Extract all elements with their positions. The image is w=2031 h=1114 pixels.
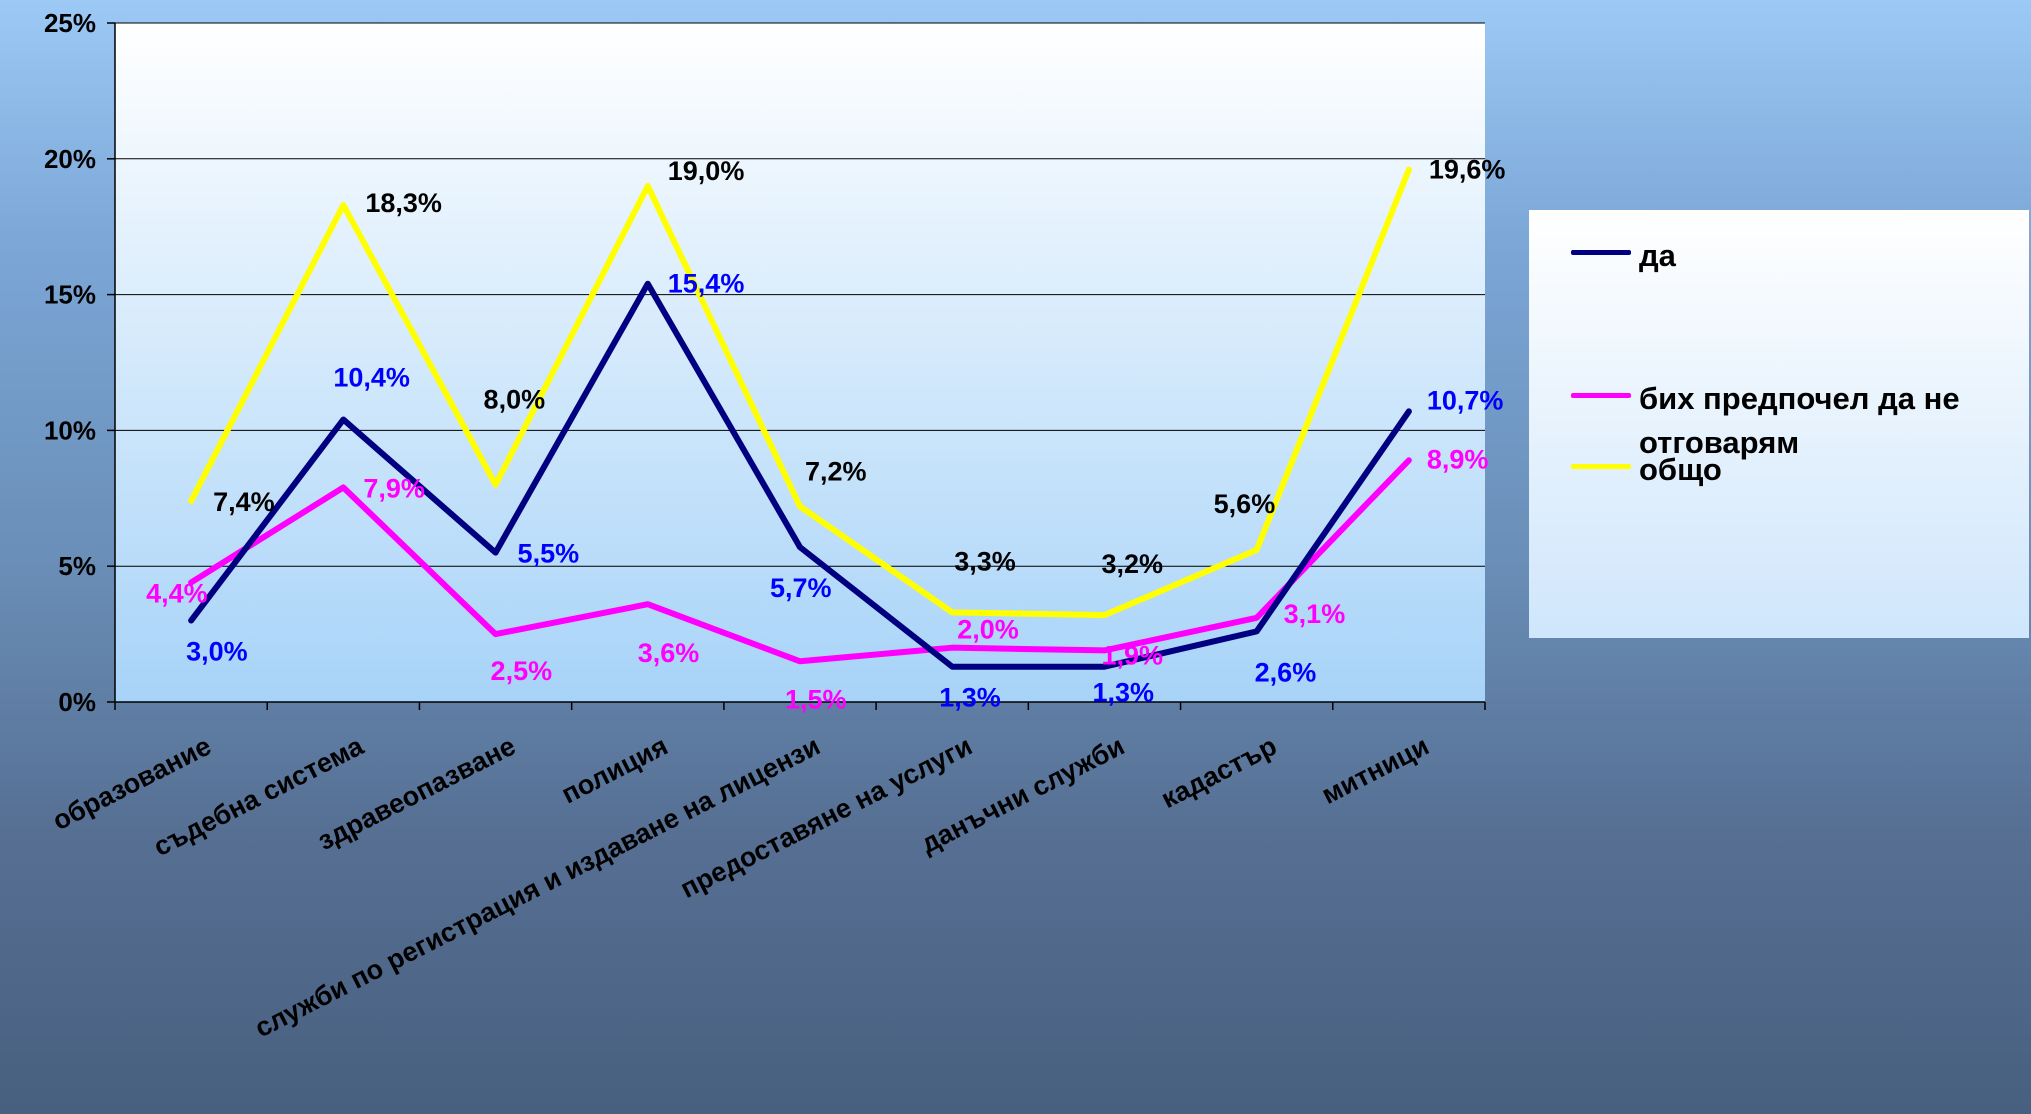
data-label: 10,7% [1427,385,1504,415]
data-label: 1,9% [1101,640,1163,670]
data-label: 7,9% [363,473,425,503]
data-label: 3,6% [638,638,700,668]
data-label: 5,6% [1214,489,1276,519]
data-label: 2,5% [491,656,553,686]
data-label: 1,5% [785,684,847,714]
legend-label-yes: да [1639,238,1676,273]
series-line [188,166,1412,619]
data-label: 5,5% [518,539,580,569]
y-tick-label: 25% [44,8,96,38]
y-tick-label: 20% [44,144,96,174]
series-line [188,280,1412,670]
data-label: 18,3% [365,188,442,218]
legend-item-prefer-not: бих предпочел да не отговарям [1571,377,2019,465]
data-label: 7,2% [805,456,867,486]
data-label: 15,4% [668,269,745,299]
x-tick-label: предоставяне на услуги [676,731,977,904]
y-tick-label: 15% [44,280,96,310]
data-label: 2,6% [1255,657,1317,687]
y-tick-label: 10% [44,415,96,445]
data-label: 3,1% [1284,599,1346,629]
data-label: 7,4% [213,487,275,517]
series-lines [188,166,1412,670]
legend-swatch-yes [1571,250,1631,255]
data-label: 3,0% [186,637,248,667]
legend-label-prefer-not: бих предпочел да не отговарям [1639,381,1960,460]
data-label: 1,3% [939,683,1001,713]
y-tick-label: 5% [58,551,96,581]
data-label: 5,7% [770,573,832,603]
data-label: 1,3% [1092,678,1154,708]
legend-label-total: общо [1639,452,1722,487]
x-tick-label: служби по регистрация и издаване на лице… [250,731,825,1044]
data-label: 19,6% [1429,155,1506,185]
legend-swatch-prefer-not [1571,393,1631,398]
data-label: 8,0% [484,385,546,415]
data-label: 3,2% [1101,549,1163,579]
chart-legend: общо да бих предпочел да не отговарям [1529,210,2029,638]
data-label: 3,3% [954,546,1016,576]
x-tick-label: кадастър [1156,731,1281,815]
data-label: 10,4% [333,363,410,393]
gridlines [115,22,1485,567]
data-label: 19,0% [668,156,745,186]
data-labels: 3,0% 10,4% 5,5% 15,4% 5,7% 1,3% 1,3% 2,6% 10,7% 4… [146,155,1505,715]
plot-area [115,23,1485,702]
legend-swatch-total [1571,464,1631,469]
series-line [188,457,1412,665]
legend-item-total: общо [1571,448,2019,492]
data-label: 4,4% [146,578,208,608]
y-tick-label: 0% [58,687,96,717]
data-label: 8,9% [1427,444,1489,474]
data-label: 2,0% [957,615,1019,645]
x-tick-label: полиция [557,731,673,810]
legend-item-yes: да [1571,234,2019,278]
x-tick-label: митници [1317,731,1434,810]
